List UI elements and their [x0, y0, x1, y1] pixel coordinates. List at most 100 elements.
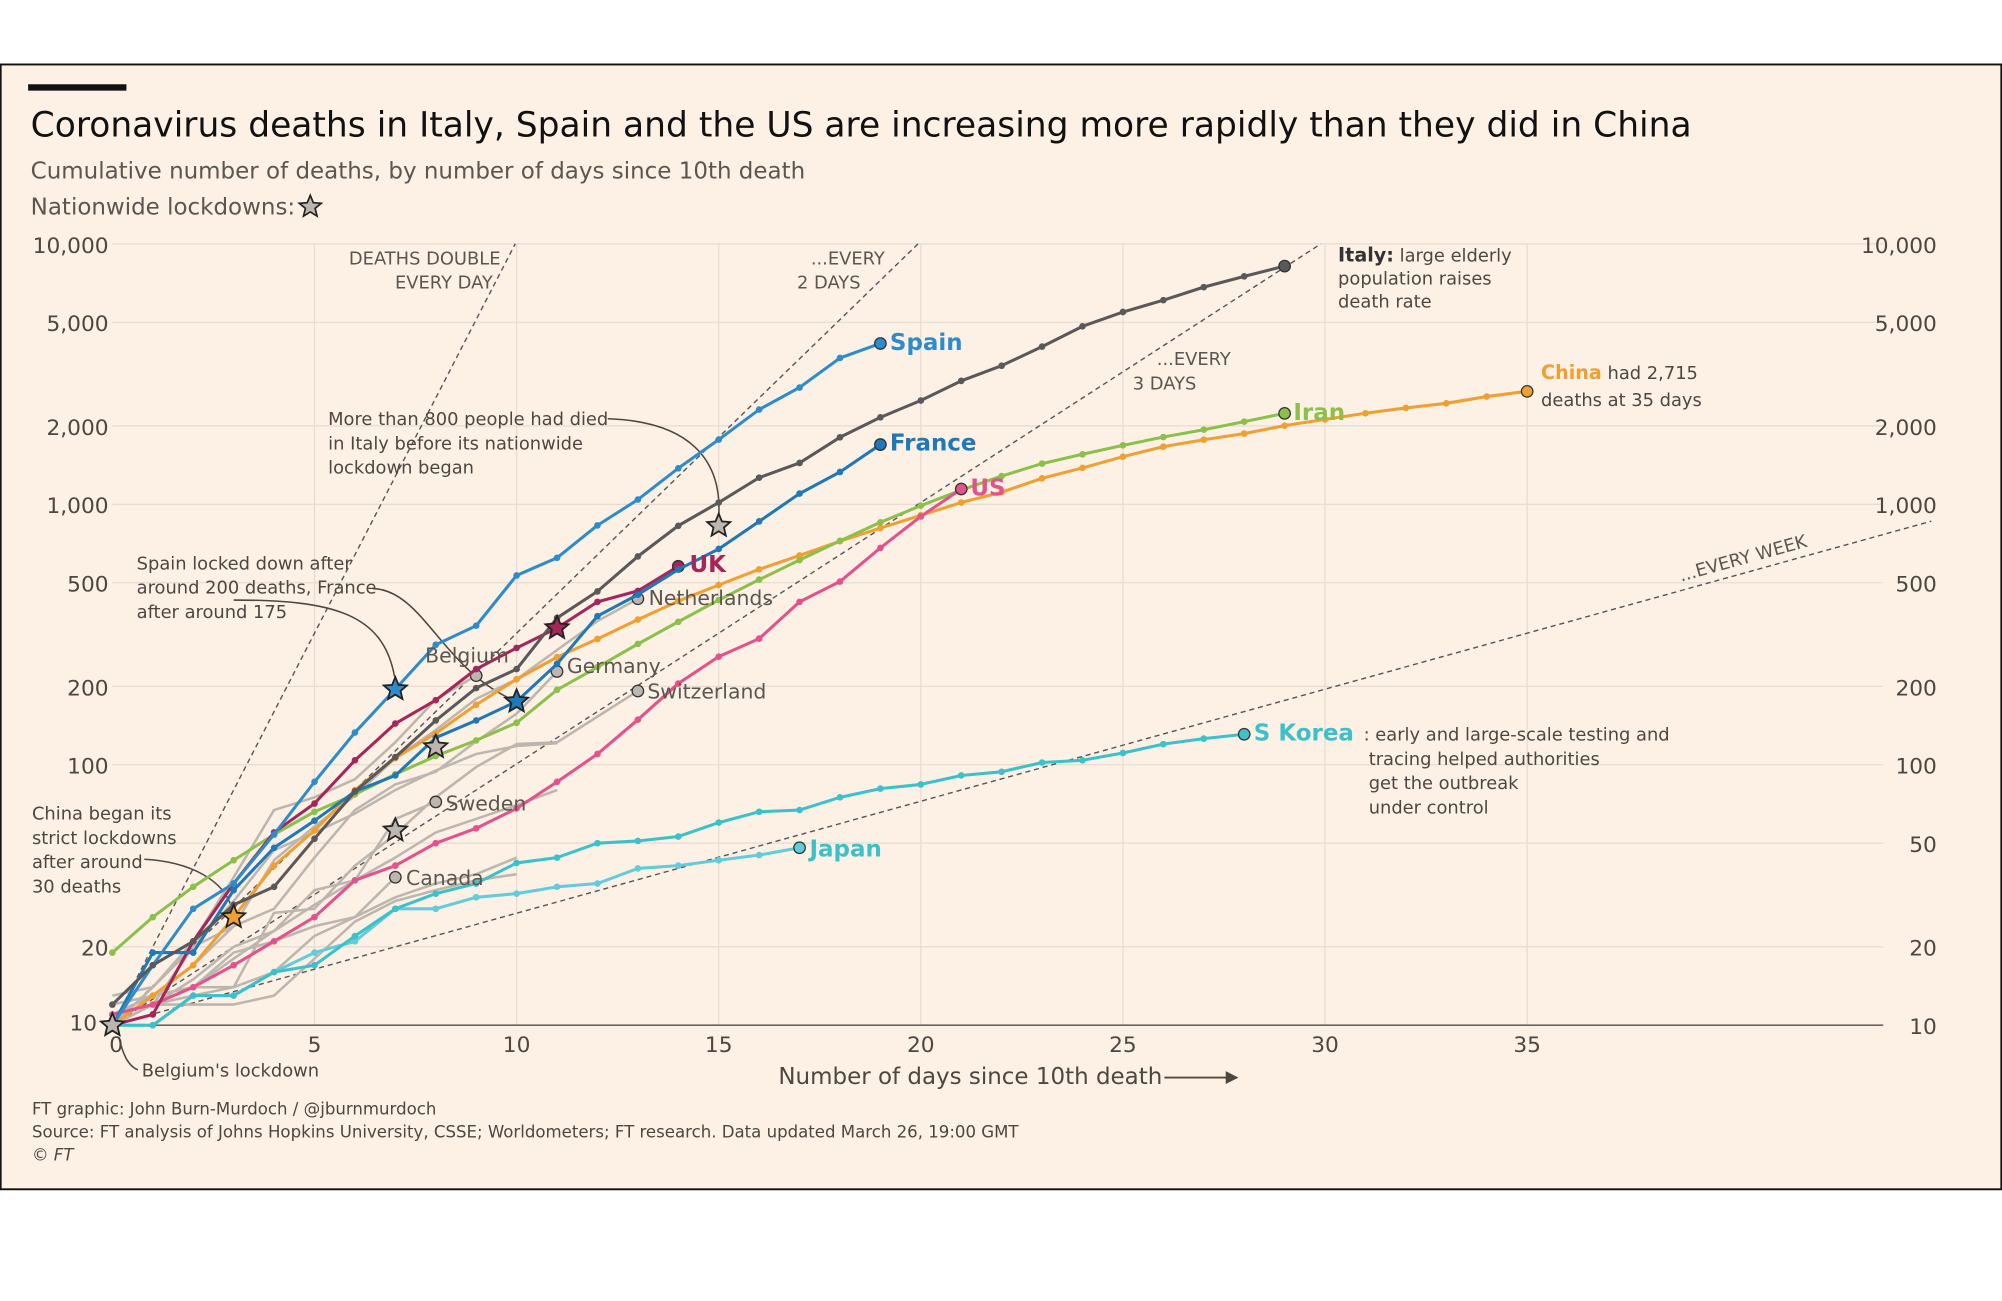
y-tick-label-right: 2,000 [1875, 416, 1937, 441]
data-point-china [1483, 393, 1491, 400]
label-us: US [970, 475, 1005, 501]
data-point-us [553, 778, 561, 786]
x-tick-label: 25 [1109, 1033, 1137, 1058]
china-annotation: China had 2,715 [1541, 361, 1698, 384]
data-point-skorea [755, 808, 763, 816]
data-point-spain [189, 905, 197, 913]
data-point-us [634, 716, 642, 723]
data-point-us [392, 862, 399, 869]
series-line-us [112, 487, 963, 1016]
china-lockdown-note: China began its [32, 804, 172, 825]
data-point-japan [634, 865, 642, 872]
skorea-annotation-line: under control [1369, 797, 1489, 818]
lockdown-star-icon [502, 686, 531, 714]
series-sweden [111, 795, 443, 1027]
data-point-skorea [513, 859, 520, 867]
data-point-france [553, 660, 561, 668]
china-lockdown-note: strict lockdowns [32, 828, 177, 849]
skorea-annotation-line: tracing helped authorities [1369, 749, 1600, 770]
data-point-skorea [917, 781, 925, 788]
footer-source: Source: FT analysis of Johns Hopkins Uni… [32, 1123, 1019, 1142]
chart-title: Coronavirus deaths in Italy, Spain and t… [31, 106, 1692, 146]
data-point-china [1362, 409, 1369, 417]
china-lockdown-note: after around [32, 852, 143, 873]
label-belgium: Belgium [425, 644, 509, 668]
label-netherlands: Netherlands [649, 586, 773, 610]
series-us [109, 482, 968, 1018]
data-point-us [230, 961, 237, 969]
y-tick-label-right: 100 [1895, 755, 1936, 780]
data-point-italy [1038, 343, 1046, 350]
data-point-skorea [311, 961, 318, 969]
chart-frame [0, 63, 2002, 1191]
guide-label-3days: ...EVERY [1157, 349, 1231, 370]
data-point-uk [513, 644, 520, 652]
y-tick-label-left: 1,000 [46, 494, 108, 519]
data-point-japan [715, 856, 723, 864]
data-point-italy [392, 753, 399, 761]
data-point-uk [149, 1011, 157, 1018]
data-point-skorea [351, 932, 359, 940]
data-point-italy [351, 788, 359, 795]
data-point-skorea [998, 768, 1005, 776]
footer-credit: FT graphic: John Burn-Murdoch / @jburnmu… [32, 1100, 436, 1119]
data-point-us [472, 825, 480, 832]
data-point-us [189, 983, 197, 991]
data-point-china [998, 488, 1005, 496]
series-end-point-iran [1278, 407, 1291, 420]
data-point-china [1281, 422, 1288, 430]
data-point-china [1402, 404, 1410, 412]
data-point-china [674, 597, 682, 605]
italy-annotation: Italy: large elderly [1338, 244, 1512, 267]
data-point-spain [755, 406, 763, 413]
series-end-point-us [954, 482, 968, 496]
y-tick-label-right: 1,000 [1875, 494, 1937, 519]
data-point-japan [594, 880, 601, 887]
series-end-point-switzerland [631, 684, 645, 698]
data-point-china [877, 524, 884, 532]
italy-lockdown-note: More than 800 people had died [328, 409, 608, 430]
data-point-skorea [230, 992, 237, 999]
data-point-skorea [432, 890, 440, 897]
data-point-skorea [715, 819, 723, 826]
series-other2 [111, 856, 518, 1027]
series-skorea [109, 727, 1251, 1029]
data-point-china [755, 565, 763, 573]
data-point-skorea [1200, 735, 1208, 742]
lockdown-star-icon [421, 732, 450, 759]
data-point-us [513, 805, 520, 812]
series-end-point-skorea [1237, 727, 1251, 741]
chart-subtitle: Cumulative number of deaths, by number o… [31, 159, 805, 185]
label-skorea: S Korea [1254, 721, 1354, 747]
data-point-us [917, 513, 925, 520]
data-point-china [594, 635, 601, 643]
data-point-iran [877, 518, 884, 526]
y-tick-label-left: 5,000 [46, 312, 108, 337]
data-point-skorea [270, 968, 278, 976]
italy-annotation-line: population raises [1338, 269, 1492, 290]
data-point-iran [311, 808, 318, 816]
data-point-france [311, 817, 318, 824]
series-iran [109, 407, 1291, 956]
data-point-uk [432, 696, 440, 704]
guide-label-2days: 2 DAYS [797, 273, 861, 294]
guide-label-daily: EVERY DAY [395, 273, 493, 294]
spain-france-note: after around 175 [137, 602, 288, 623]
data-point-italy [755, 474, 763, 481]
label-france: France [890, 431, 977, 457]
data-point-spain [311, 778, 318, 786]
label-japan: Japan [807, 837, 881, 863]
data-point-china [1079, 464, 1086, 472]
data-point-uk [351, 757, 359, 764]
data-point-japan [351, 937, 359, 945]
italy-lockdown-note: lockdown began [328, 458, 474, 479]
lockdown-star-icon [98, 1010, 127, 1037]
data-point-china [189, 961, 197, 969]
data-point-iran [634, 640, 642, 648]
lockdown-star-icon [543, 613, 571, 640]
data-point-japan [311, 949, 318, 956]
doubling-guides [111, 243, 1932, 1026]
data-point-iran [1160, 433, 1167, 441]
data-point-spain [472, 622, 480, 629]
data-point-china [957, 499, 965, 506]
